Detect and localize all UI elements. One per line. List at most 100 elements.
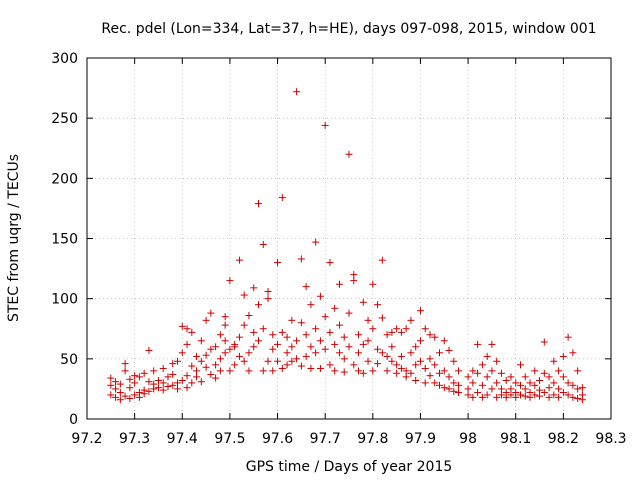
- data-point: [378, 349, 386, 357]
- y-tick-label: 100: [51, 292, 78, 308]
- data-point: [483, 391, 491, 399]
- data-point: [131, 391, 139, 399]
- data-point: [331, 340, 339, 348]
- data-point: [383, 331, 391, 339]
- data-point: [107, 374, 115, 382]
- data-point: [312, 238, 320, 246]
- data-point: [378, 256, 386, 264]
- data-point: [340, 355, 348, 363]
- x-tick-label: 98: [459, 431, 477, 447]
- data-point: [488, 367, 496, 375]
- data-point: [245, 312, 253, 320]
- data-point: [397, 364, 405, 372]
- data-point: [183, 340, 191, 348]
- data-point: [564, 391, 572, 399]
- data-point: [478, 361, 486, 369]
- data-point: [450, 379, 458, 387]
- data-point: [421, 364, 429, 372]
- data-point: [202, 316, 210, 324]
- data-point: [193, 352, 201, 360]
- data-point: [126, 384, 134, 392]
- data-point: [259, 241, 267, 249]
- data-point: [140, 390, 148, 398]
- data-point: [545, 393, 553, 401]
- data-point: [226, 345, 234, 353]
- data-point: [245, 349, 253, 357]
- data-point: [235, 352, 243, 360]
- data-point: [116, 389, 124, 397]
- data-point: [197, 378, 205, 386]
- data-point: [497, 369, 505, 377]
- data-point: [116, 380, 124, 388]
- data-point: [355, 367, 363, 375]
- data-point: [412, 343, 420, 351]
- data-point: [359, 340, 367, 348]
- y-tick-label: 50: [60, 352, 78, 368]
- data-point: [240, 357, 248, 365]
- data-point: [250, 328, 258, 336]
- data-point: [364, 316, 372, 324]
- data-point: [388, 357, 396, 365]
- data-point: [188, 362, 196, 370]
- data-point: [254, 301, 262, 309]
- data-point: [197, 337, 205, 345]
- axis-ticks: [86, 57, 612, 420]
- data-point: [288, 357, 296, 365]
- data-point: [278, 364, 286, 372]
- data-point: [555, 393, 563, 401]
- data-point: [440, 367, 448, 375]
- data-point: [312, 325, 320, 333]
- data-point: [374, 301, 382, 309]
- data-point: [340, 368, 348, 376]
- y-tick-label: 0: [69, 412, 78, 428]
- data-point: [226, 367, 234, 375]
- data-point: [331, 304, 339, 312]
- data-point: [474, 340, 482, 348]
- plot-frame: [86, 57, 612, 420]
- data-point: [407, 349, 415, 357]
- x-tick-label: 97.7: [310, 431, 341, 447]
- data-point: [178, 322, 186, 330]
- data-point: [545, 373, 553, 381]
- data-point: [259, 325, 267, 333]
- data-point: [293, 88, 301, 96]
- data-point: [112, 393, 120, 401]
- data-point: [283, 349, 291, 357]
- data-point: [426, 372, 434, 380]
- data-point: [297, 362, 305, 370]
- data-point: [154, 376, 162, 384]
- data-point: [126, 395, 134, 403]
- data-point: [121, 360, 129, 368]
- data-point: [135, 393, 143, 401]
- data-point: [331, 367, 339, 375]
- data-point: [569, 393, 577, 401]
- data-point: [426, 355, 434, 363]
- data-point: [564, 379, 572, 387]
- data-point: [569, 381, 577, 389]
- x-tick-label: 97.3: [119, 431, 150, 447]
- data-point: [483, 373, 491, 381]
- data-point: [407, 316, 415, 324]
- data-point: [335, 321, 343, 329]
- data-point: [512, 393, 520, 401]
- data-point: [274, 357, 282, 365]
- data-point: [326, 259, 334, 267]
- data-point: [264, 287, 272, 295]
- data-point: [445, 385, 453, 393]
- data-point: [135, 373, 143, 381]
- data-point: [169, 381, 177, 389]
- data-point: [216, 331, 224, 339]
- data-point: [307, 343, 315, 351]
- data-point: [316, 292, 324, 300]
- data-point: [297, 255, 305, 263]
- data-point: [312, 349, 320, 357]
- data-point: [555, 367, 563, 375]
- data-point: [355, 349, 363, 357]
- data-point: [345, 309, 353, 317]
- x-tick-label: 98.2: [548, 431, 579, 447]
- data-point: [145, 378, 153, 386]
- data-point: [440, 337, 448, 345]
- data-point: [350, 271, 358, 279]
- data-point: [369, 280, 377, 288]
